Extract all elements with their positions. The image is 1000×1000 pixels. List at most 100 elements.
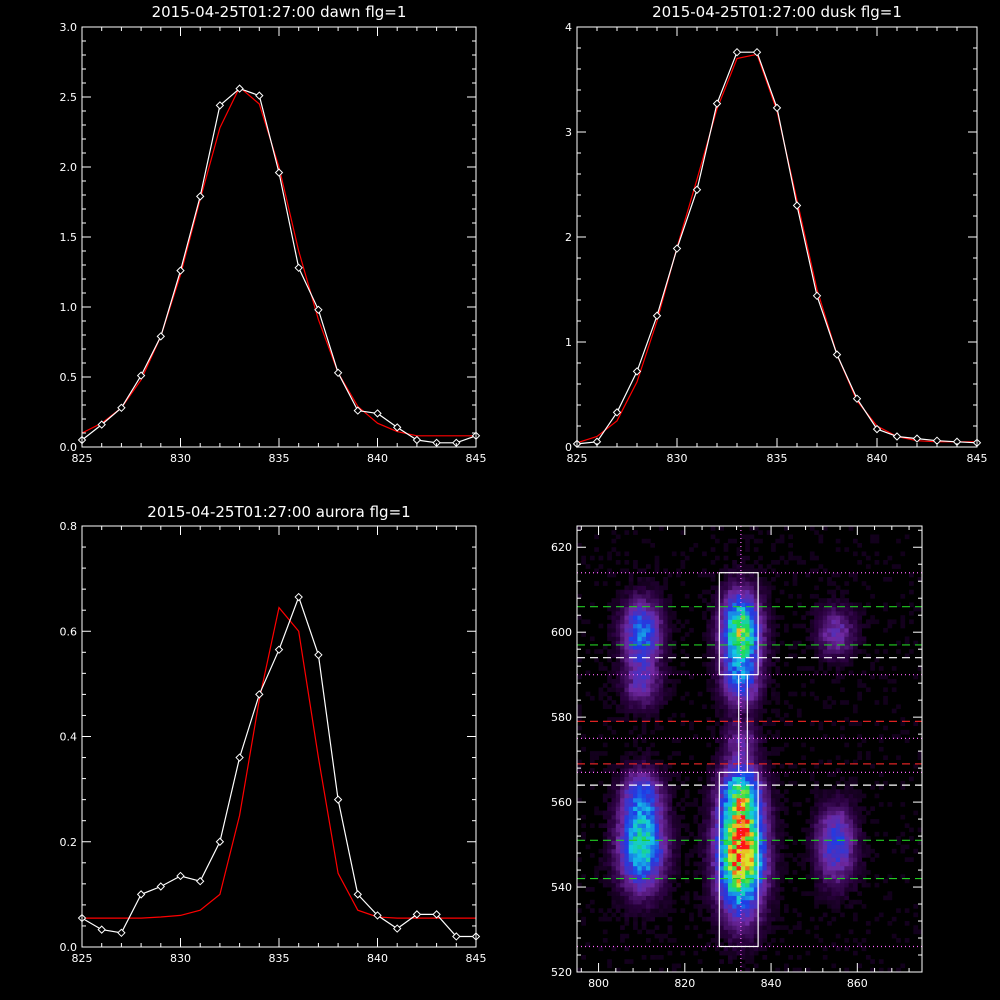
heatmap-cell	[766, 904, 772, 909]
heatmap-cell	[732, 623, 737, 629]
data-point-marker	[432, 910, 441, 919]
heatmap-cell	[740, 768, 746, 773]
heatmap-cell	[796, 712, 802, 718]
heatmap-cell	[615, 606, 621, 612]
heatmap-cell	[835, 602, 841, 608]
heatmap-cell	[736, 598, 742, 603]
heatmap-cell	[680, 823, 686, 828]
heatmap-cell	[775, 776, 781, 782]
heatmap-cell	[646, 827, 651, 833]
heatmap-cell	[650, 657, 656, 663]
heatmap-cell	[796, 967, 802, 973]
heatmap-cell	[615, 899, 621, 905]
heatmap-cell	[620, 615, 625, 620]
heatmap-cell	[740, 933, 746, 939]
heatmap-cell	[641, 916, 647, 922]
heatmap-cell	[628, 848, 634, 854]
heatmap-cell	[727, 810, 733, 816]
heatmap-cell	[848, 615, 854, 620]
heatmap-cell	[607, 674, 612, 680]
heatmap-cell	[853, 950, 858, 956]
heatmap-cell	[745, 547, 750, 552]
heatmap-cell	[594, 865, 599, 871]
heatmap-cell	[680, 836, 686, 841]
heatmap-cell	[615, 823, 621, 828]
heatmap-cell	[723, 785, 729, 790]
y-tick-label: 620	[551, 541, 572, 554]
heatmap-cell	[620, 819, 625, 824]
heatmap-cell	[646, 874, 651, 879]
heatmap-cell	[667, 823, 673, 828]
heatmap-cell	[702, 844, 707, 850]
heatmap-cell	[646, 916, 651, 922]
heatmap-cell	[831, 700, 837, 705]
heatmap-cell	[848, 802, 854, 807]
data-point-marker	[692, 185, 702, 194]
y-tick-label: 0.0	[60, 441, 78, 454]
heatmap-cell	[654, 717, 660, 722]
heatmap-cell	[719, 929, 725, 935]
heatmap-cell	[658, 933, 664, 939]
heatmap-cell	[715, 606, 720, 612]
heatmap-cell	[831, 963, 837, 969]
heatmap-cell	[706, 789, 712, 794]
heatmap-cell	[723, 717, 729, 722]
heatmap-cell	[658, 840, 664, 845]
heatmap-cell	[766, 640, 772, 646]
heatmap-cell	[779, 878, 785, 884]
heatmap-cell	[702, 589, 707, 595]
heatmap-cell	[740, 602, 746, 608]
heatmap-cell	[917, 576, 923, 582]
heatmap-cell	[693, 802, 699, 807]
heatmap-cell	[663, 912, 668, 918]
heatmap-cell	[702, 882, 707, 888]
heatmap-cell	[775, 848, 781, 854]
heatmap-cell	[641, 887, 647, 892]
heatmap-cell	[749, 657, 755, 663]
heatmap-cell	[766, 916, 772, 922]
heatmap-cell	[740, 585, 746, 591]
heatmap-cell	[740, 534, 746, 540]
heatmap-cell	[844, 865, 850, 871]
heatmap-cell	[835, 827, 841, 833]
heatmap-cell	[611, 729, 617, 735]
heatmap-cell	[667, 827, 673, 833]
heatmap-cell	[766, 874, 772, 879]
data-point-marker	[812, 291, 822, 301]
heatmap-cell	[771, 887, 776, 892]
heatmap-cell	[883, 687, 888, 693]
heatmap-cell	[766, 649, 772, 654]
heatmap-cell	[740, 610, 746, 616]
heatmap-cell	[835, 585, 841, 591]
heatmap-cell	[805, 666, 811, 671]
heatmap-cell	[723, 572, 729, 578]
heatmap-cell	[650, 636, 656, 642]
heatmap-cell	[762, 674, 768, 680]
heatmap-cell	[641, 912, 647, 918]
heatmap-cell	[865, 848, 871, 854]
heatmap-cell	[641, 789, 647, 794]
heatmap-cell	[822, 632, 828, 637]
heatmap-cell	[766, 780, 772, 786]
data-point-marker	[632, 367, 642, 376]
heatmap-cell	[749, 644, 755, 650]
heatmap-cell	[646, 589, 651, 595]
heatmap-cell	[624, 891, 630, 896]
heatmap-cell	[719, 776, 725, 782]
heatmap-cell	[865, 653, 871, 659]
heatmap-cell	[766, 729, 772, 735]
heatmap-cell	[740, 870, 746, 875]
heatmap-cell	[637, 827, 643, 833]
heatmap-cell	[766, 623, 772, 629]
heatmap-cell	[719, 649, 725, 654]
heatmap-cell	[831, 942, 837, 947]
heatmap-cell	[753, 691, 759, 697]
heatmap-cell	[585, 691, 591, 697]
heatmap-cell	[775, 836, 781, 841]
heatmap-cell	[689, 547, 694, 552]
heatmap-cell	[624, 657, 630, 663]
heatmap-cell	[861, 738, 867, 744]
heatmap-cell	[753, 670, 759, 676]
data-point-marker	[392, 924, 402, 933]
